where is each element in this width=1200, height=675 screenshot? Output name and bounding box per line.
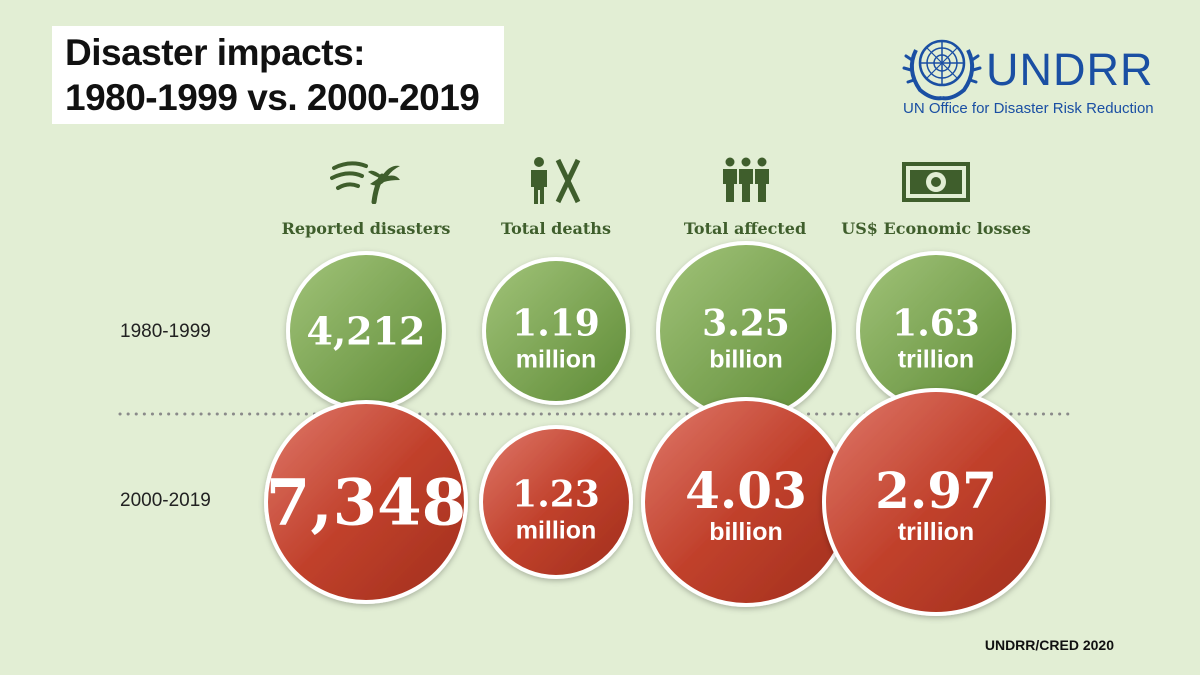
value-label-1980-1999-2: 3.25 (702, 302, 790, 344)
unit-label-2000-2019-1: million (516, 516, 597, 544)
bubble-2000-2019-3 (822, 388, 1050, 616)
value-label-2000-2019-2: 4.03 (685, 461, 807, 520)
logo-subtitle: UN Office for Disaster Risk Reduction (903, 100, 1154, 117)
logo-wordmark: UNDRR (986, 44, 1154, 95)
category-label-economic-losses: US$ Economic losses (841, 219, 1031, 238)
unit-label-2000-2019-3: trillion (898, 518, 974, 546)
unit-label-1980-1999-3: trillion (898, 345, 974, 373)
unit-label-1980-1999-2: billion (709, 345, 783, 373)
deaths-icon (531, 157, 581, 204)
people-icon (723, 157, 769, 202)
money-icon (902, 162, 970, 202)
bubble-2000-2019-1 (479, 425, 633, 579)
category-label-total-affected: Total affected (683, 219, 807, 238)
title-box: Disaster impacts: 1980-1999 vs. 2000-201… (52, 26, 504, 124)
bubble-2000-2019-0 (264, 400, 468, 604)
value-label-1980-1999-0: 4,212 (307, 308, 426, 353)
row-label-2000-2019: 2000-2019 (120, 490, 211, 511)
title-line-2: 1980-1999 vs. 2000-2019 (65, 77, 480, 118)
value-label-1980-1999-1: 1.19 (512, 302, 600, 344)
value-label-2000-2019-1: 1.23 (512, 473, 600, 515)
category-label-reported-disasters: Reported disasters (281, 219, 451, 238)
row-label-1980-1999: 1980-1999 (120, 321, 211, 342)
unit-label-1980-1999-1: million (516, 345, 597, 373)
value-label-2000-2019-3: 2.97 (875, 461, 997, 520)
storm-icon (330, 161, 400, 204)
unit-label-2000-2019-2: billion (709, 518, 783, 546)
category-label-total-deaths: Total deaths (501, 219, 611, 238)
un-emblem-icon (902, 39, 982, 101)
value-label-1980-1999-3: 1.63 (892, 302, 980, 344)
bubble-1980-1999-1 (482, 257, 630, 405)
value-label-2000-2019-0: 7,348 (266, 465, 466, 540)
title-line-1: Disaster impacts: (65, 32, 365, 73)
source-credit: UNDRR/CRED 2020 (984, 637, 1114, 653)
